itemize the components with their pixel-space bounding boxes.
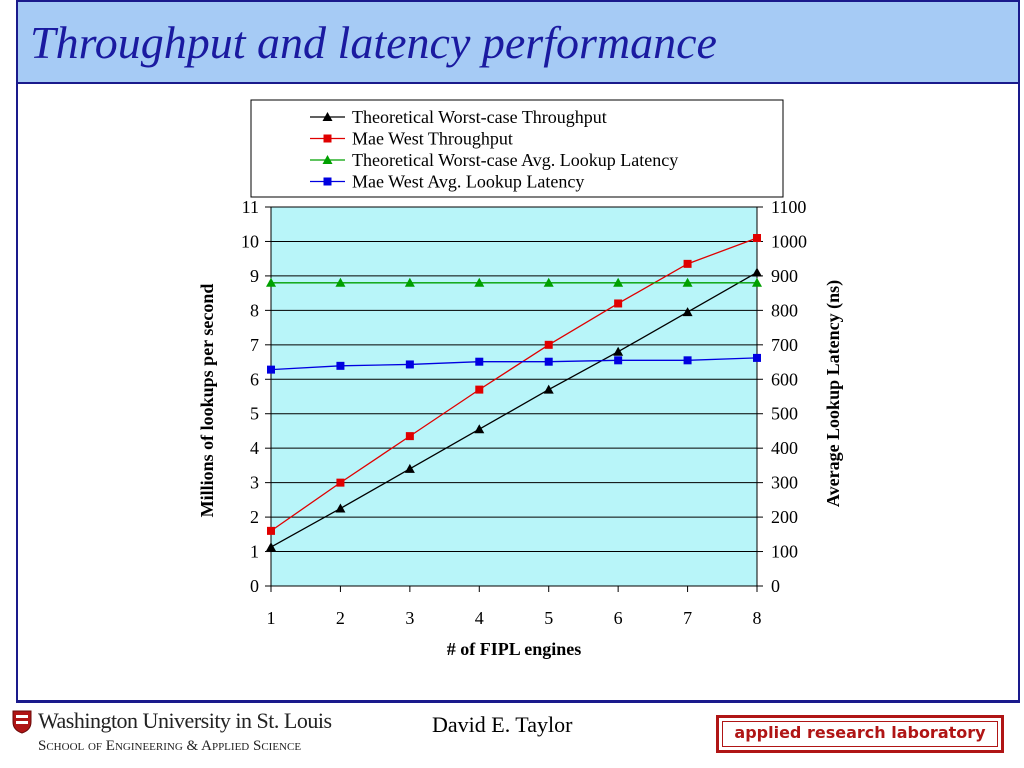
data-point xyxy=(336,478,345,487)
right-tick-label: 100 xyxy=(771,542,798,562)
data-point xyxy=(267,526,275,535)
slide-frame-left xyxy=(16,84,18,702)
legend-swatch-marker xyxy=(323,134,332,143)
legend-swatch-marker xyxy=(322,155,333,164)
data-point xyxy=(335,277,346,287)
data-point xyxy=(613,346,624,356)
data-point xyxy=(405,432,414,441)
right-tick-label: 700 xyxy=(771,335,798,355)
data-point xyxy=(266,277,276,287)
right-tick-label: 400 xyxy=(771,438,798,458)
throughput-latency-chart: 0123456789101101002003004005006007008009… xyxy=(197,99,844,659)
lab-badge: applied research laboratory xyxy=(716,715,1004,753)
data-point xyxy=(752,277,762,287)
legend-entry: Mae West Avg. Lookup Latency xyxy=(352,172,584,192)
right-tick-label: 0 xyxy=(771,576,780,596)
x-tick-label: 8 xyxy=(753,608,762,628)
lab-badge-text: applied research laboratory xyxy=(734,723,986,742)
data-point xyxy=(752,267,762,277)
data-point xyxy=(404,463,415,473)
data-point xyxy=(474,424,485,434)
university-seal-icon xyxy=(12,710,32,734)
slide-title: Throughput and latency performance xyxy=(30,17,717,68)
left-tick-label: 7 xyxy=(250,335,259,355)
left-tick-label: 9 xyxy=(250,266,259,286)
left-axis-title: Millions of lookups per second xyxy=(197,284,217,518)
slide-frame-right xyxy=(1018,84,1020,702)
left-tick-label: 11 xyxy=(242,197,259,217)
left-tick-label: 5 xyxy=(250,404,259,424)
footer-divider xyxy=(16,700,1020,703)
data-point xyxy=(544,340,553,349)
lab-badge-inner-border xyxy=(722,721,998,747)
x-tick-label: 3 xyxy=(405,608,414,628)
series-line-2 xyxy=(270,237,758,532)
university-logo: Washington University in St. Louis Schoo… xyxy=(8,706,338,762)
data-point xyxy=(335,503,346,513)
data-point xyxy=(683,259,692,268)
right-tick-label: 1100 xyxy=(771,197,806,217)
data-point xyxy=(614,299,623,308)
x-axis-title: # of FIPL engines xyxy=(447,639,582,659)
right-tick-label: 600 xyxy=(771,369,798,389)
x-tick-label: 6 xyxy=(614,608,623,628)
data-point xyxy=(614,356,623,365)
left-tick-label: 4 xyxy=(250,438,259,458)
left-tick-label: 6 xyxy=(250,369,259,389)
left-tick-label: 3 xyxy=(250,473,259,493)
legend-entry: Theoretical Worst-case Avg. Lookup Laten… xyxy=(352,150,678,170)
title-bar: Throughput and latency performance xyxy=(16,0,1020,84)
x-tick-label: 4 xyxy=(475,608,484,628)
legend-swatch-marker xyxy=(323,177,332,186)
left-tick-label: 0 xyxy=(250,576,259,596)
data-point xyxy=(336,361,345,370)
data-point xyxy=(543,384,554,394)
data-point xyxy=(753,234,761,243)
data-point xyxy=(475,385,484,394)
data-point xyxy=(753,353,761,362)
data-point xyxy=(613,277,624,287)
left-tick-label: 8 xyxy=(250,300,259,320)
right-tick-label: 1000 xyxy=(771,231,807,251)
data-point xyxy=(475,357,484,366)
right-tick-label: 800 xyxy=(771,300,798,320)
x-tick-label: 5 xyxy=(544,608,553,628)
left-tick-label: 1 xyxy=(250,542,259,562)
series-line-1 xyxy=(270,271,758,548)
right-tick-label: 200 xyxy=(771,507,798,527)
university-name: Washington University in St. Louis xyxy=(38,708,332,733)
x-tick-label: 7 xyxy=(683,608,692,628)
data-point xyxy=(404,277,415,287)
author-name: David E. Taylor xyxy=(432,712,573,737)
legend-entry: Theoretical Worst-case Throughput xyxy=(352,107,607,127)
series-line-4 xyxy=(270,357,758,371)
school-name: School of Engineering & Applied Science xyxy=(38,738,302,754)
left-tick-label: 2 xyxy=(250,507,259,527)
data-point xyxy=(405,360,414,369)
right-tick-label: 500 xyxy=(771,404,798,424)
left-tick-label: 10 xyxy=(241,231,259,251)
data-point xyxy=(543,277,554,287)
data-point xyxy=(544,357,553,366)
legend-entry: Mae West Throughput xyxy=(352,129,513,149)
legend-swatch-marker xyxy=(322,112,333,121)
data-point xyxy=(267,365,275,374)
x-tick-label: 2 xyxy=(336,608,345,628)
data-point xyxy=(682,277,693,287)
data-point xyxy=(474,277,485,287)
right-tick-label: 900 xyxy=(771,266,798,286)
right-axis-title: Average Lookup Latency (ns) xyxy=(823,280,844,507)
data-point xyxy=(266,542,276,552)
x-tick-label: 1 xyxy=(267,608,276,628)
data-point xyxy=(683,356,692,365)
right-tick-label: 300 xyxy=(771,473,798,493)
data-point xyxy=(682,307,693,317)
legend-box xyxy=(250,99,784,198)
